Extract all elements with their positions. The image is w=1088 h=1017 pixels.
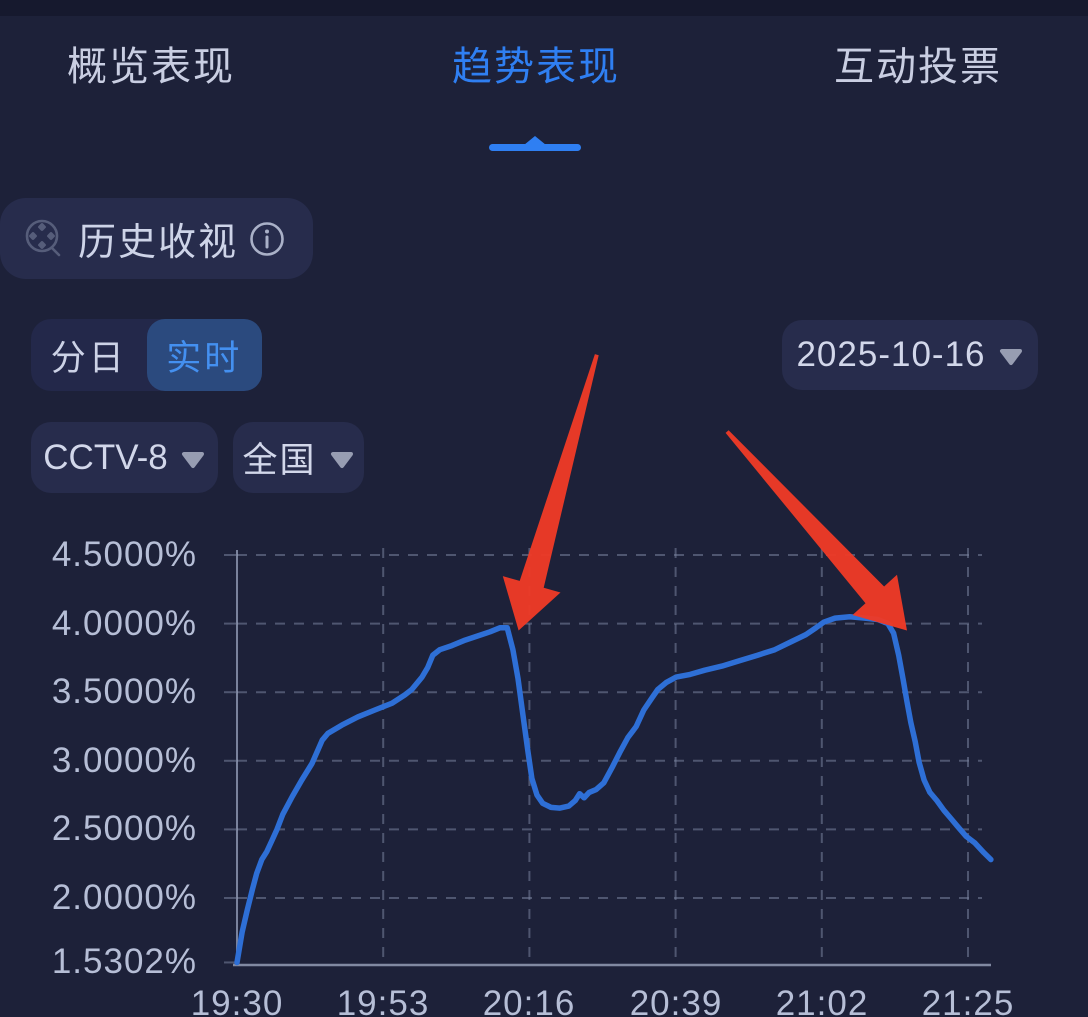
y-axis-label: 1.5302% <box>51 942 197 981</box>
annotation-arrow-icon <box>725 430 907 631</box>
indicator-peak-icon <box>524 136 546 145</box>
chevron-down-icon <box>329 450 355 470</box>
region-select-value: 全国 <box>242 441 317 480</box>
info-icon[interactable] <box>248 220 286 258</box>
film-reel-icon <box>25 219 61 256</box>
tab-trend[interactable]: 趋势表现 <box>452 45 620 89</box>
y-axis-label: 4.5000% <box>51 535 197 574</box>
x-axis-label: 21:25 <box>921 984 1015 1017</box>
y-axis-label: 4.0000% <box>51 604 197 643</box>
x-axis-label: 19:53 <box>336 984 430 1017</box>
channel-select[interactable]: CCTV-8 <box>31 422 218 493</box>
y-axis-label: 2.0000% <box>51 878 197 917</box>
mode-option-realtime[interactable]: 实时 <box>146 319 262 391</box>
x-axis-label: 20:16 <box>482 984 576 1017</box>
active-tab-indicator <box>489 136 581 151</box>
y-axis-label: 2.5000% <box>51 809 197 848</box>
annotation-arrow-icon <box>502 354 599 631</box>
section-title: 历史收视 <box>78 222 239 264</box>
top-shadow <box>0 0 1088 16</box>
date-select[interactable]: 2025-10-16 <box>782 320 1038 390</box>
mode-toggle: 分日 实时 <box>31 319 262 391</box>
date-select-value: 2025-10-16 <box>796 335 986 374</box>
y-axis-label: 3.0000% <box>51 741 197 780</box>
history-rating-section-header: 历史收视 <box>0 198 313 279</box>
region-select[interactable]: 全国 <box>233 422 364 493</box>
tab-vote[interactable]: 互动投票 <box>834 45 1002 89</box>
x-axis-label: 19:30 <box>190 984 284 1017</box>
mode-option-daily[interactable]: 分日 <box>50 338 127 378</box>
x-axis-label: 20:39 <box>629 984 723 1017</box>
chevron-down-icon <box>998 347 1024 367</box>
x-axis-label: 21:02 <box>775 984 869 1017</box>
y-axis-label: 3.5000% <box>51 672 197 711</box>
tab-overview[interactable]: 概览表现 <box>67 45 235 89</box>
channel-select-value: CCTV-8 <box>43 437 168 477</box>
chevron-down-icon <box>180 450 206 470</box>
